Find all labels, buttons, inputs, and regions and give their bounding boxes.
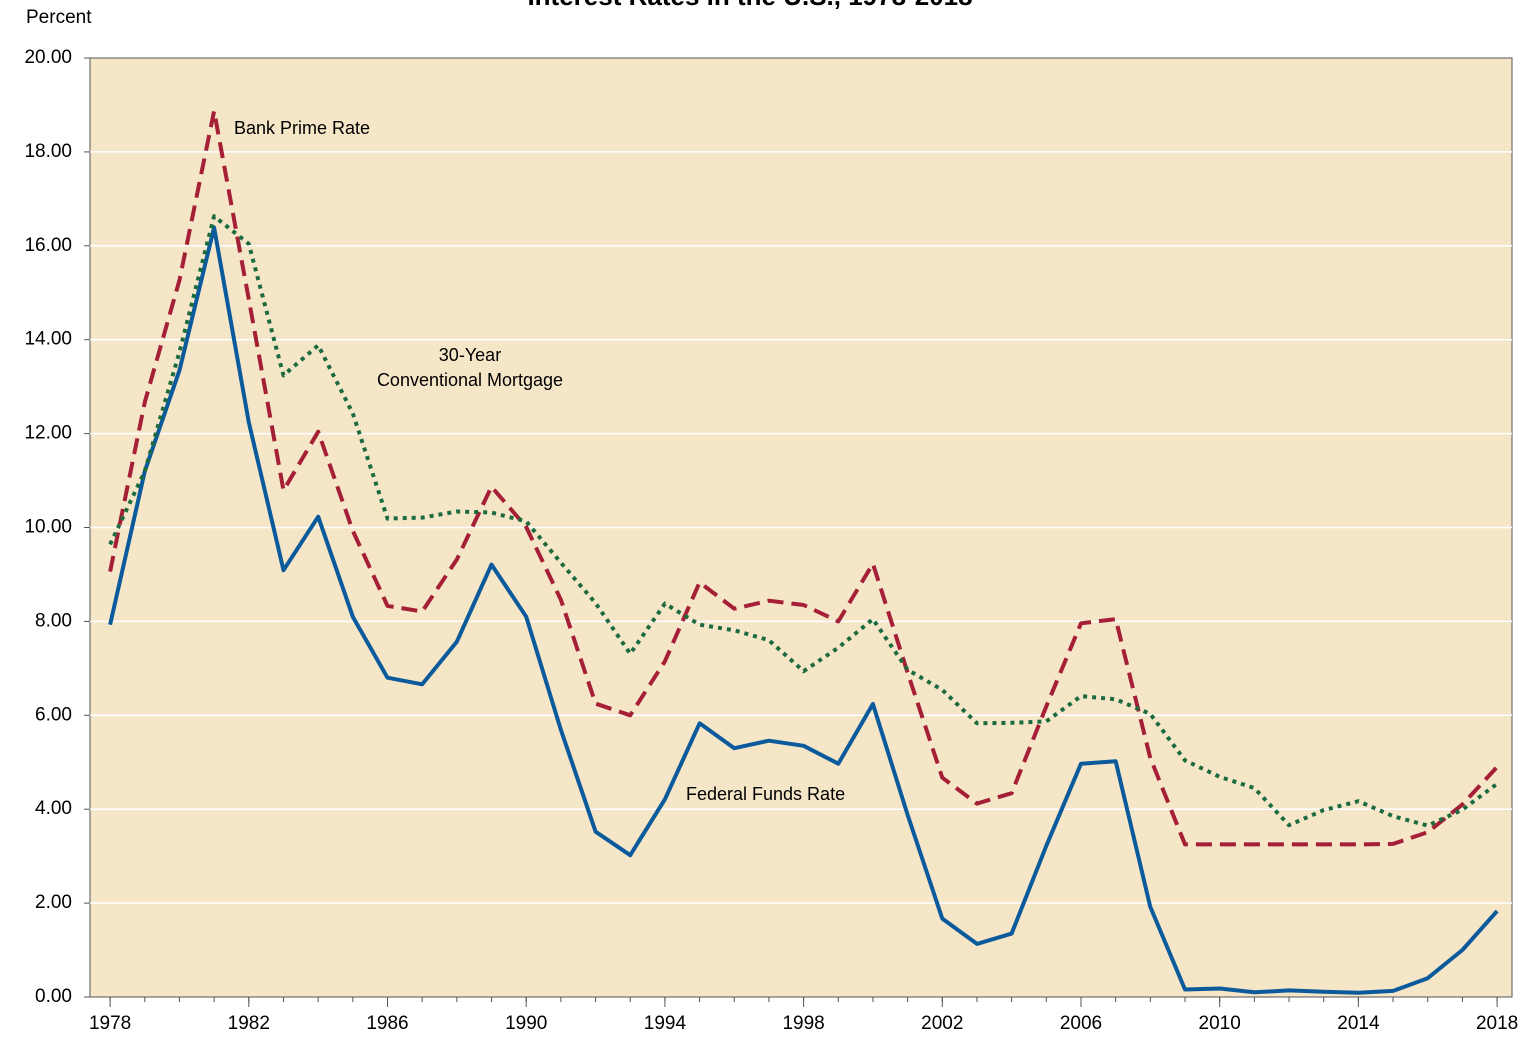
y-axis-label: Percent	[26, 7, 92, 28]
series-line	[108, 225, 1499, 995]
x-tick-label: 2018	[1476, 1013, 1518, 1034]
y-tick-label: 10.00	[24, 517, 72, 538]
x-tick-label: 1982	[228, 1013, 270, 1034]
annotation: Federal Funds Rate	[686, 784, 845, 804]
y-tick-label: 16.00	[24, 235, 72, 256]
y-tick-label: 20.00	[24, 47, 72, 68]
x-tick-label: 2014	[1337, 1013, 1380, 1034]
y-tick-label: 2.00	[35, 892, 72, 913]
chart-title: Interest Rates in the U.S., 1978-2018	[527, 0, 972, 11]
series-line	[108, 214, 1499, 828]
x-tick-label: 1998	[782, 1013, 824, 1034]
y-tick-label: 14.00	[24, 329, 72, 350]
y-tick-label: 8.00	[35, 610, 72, 631]
y-tick-label: 6.00	[35, 704, 72, 725]
y-tick-label: 12.00	[24, 423, 72, 444]
x-tick-label: 1994	[644, 1013, 687, 1034]
x-tick-label: 1986	[366, 1013, 408, 1034]
x-tick-label: 2002	[921, 1013, 963, 1034]
x-tick-label: 1990	[505, 1013, 547, 1034]
x-tick-label: 1978	[89, 1013, 131, 1034]
y-tick-label: 4.00	[35, 798, 72, 819]
y-tick-label: 0.00	[35, 986, 72, 1007]
x-tick-label: 2006	[1060, 1013, 1102, 1034]
annotation: 30-Year	[439, 345, 501, 365]
x-tick-label: 2010	[1199, 1013, 1241, 1034]
y-tick-label: 18.00	[24, 141, 72, 162]
series-line	[108, 109, 1499, 847]
annotation: Conventional Mortgage	[377, 370, 563, 390]
annotation: Bank Prime Rate	[234, 118, 370, 138]
